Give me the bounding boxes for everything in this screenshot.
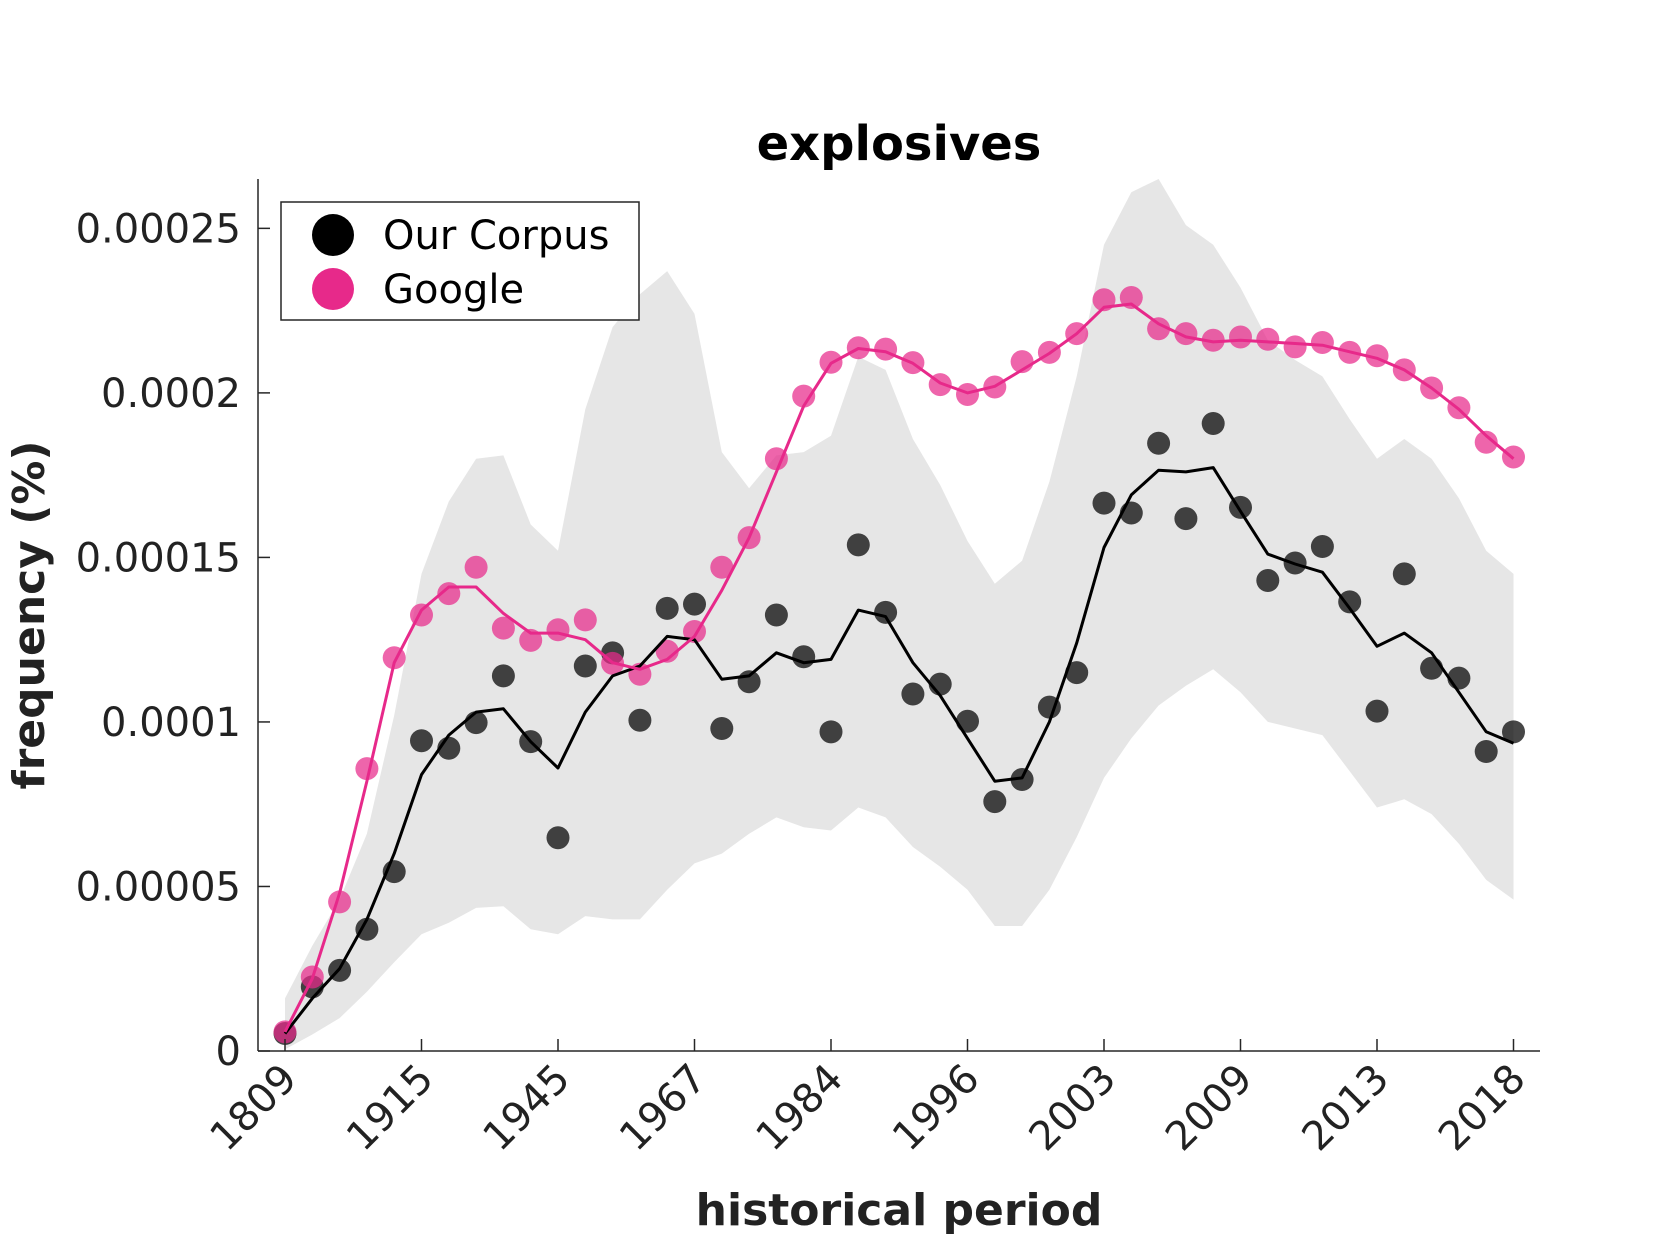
legend-marker-our-corpus [312, 214, 354, 256]
x-axis-label: historical period [696, 1185, 1103, 1236]
our-corpus-point [1420, 656, 1444, 680]
our-corpus-point [1392, 562, 1416, 586]
x-tick-label: 1996 [884, 1056, 989, 1161]
our-corpus-point [1338, 590, 1362, 614]
legend-label-google: Google [383, 267, 524, 313]
x-tick-label: 2009 [1157, 1056, 1262, 1161]
our-corpus-point [655, 596, 679, 620]
y-tick-label: 0.00015 [76, 535, 241, 581]
our-corpus-point [901, 682, 925, 706]
y-tick-label: 0.00025 [76, 206, 241, 252]
y-axis-label: frequency (%) [4, 440, 55, 789]
google-point [710, 555, 734, 579]
google-point [573, 608, 597, 632]
our-corpus-point [628, 708, 652, 732]
axes [257, 179, 1540, 1052]
our-corpus-point [1065, 661, 1089, 685]
x-tick-label: 1967 [611, 1056, 716, 1161]
google-point [764, 447, 788, 471]
x-tick-label: 2013 [1294, 1056, 1399, 1161]
google-point [1283, 335, 1307, 359]
our-corpus-point [792, 645, 816, 669]
our-corpus-point [874, 600, 898, 624]
x-tick-label: 1945 [475, 1056, 580, 1161]
google-point [464, 555, 488, 579]
our-corpus-point [410, 729, 433, 753]
our-corpus-point [1310, 535, 1334, 559]
google-point [546, 618, 570, 642]
our-corpus-point [1147, 431, 1171, 455]
our-corpus-point [956, 709, 979, 733]
x-tick-label: 2018 [1430, 1056, 1535, 1161]
chart-title: explosives [757, 116, 1042, 172]
google-line [283, 302, 1515, 1033]
legend-label-our-corpus: Our Corpus [383, 213, 609, 259]
y-tick-label: 0 [216, 1029, 241, 1075]
our-corpus-point [737, 670, 761, 694]
google-point [1201, 328, 1225, 352]
our-corpus-point [983, 790, 1007, 814]
legend-marker-google [312, 268, 354, 310]
uncertainty-band [285, 179, 1514, 1050]
google-point [491, 616, 515, 640]
our-corpus-point [1201, 411, 1225, 435]
our-corpus-point [1256, 568, 1280, 592]
our-corpus-point [1365, 699, 1389, 723]
legend: Our Corpus Google [280, 201, 640, 321]
our-corpus-point [573, 654, 597, 678]
plot-area [273, 179, 1525, 1050]
google-point [956, 383, 979, 407]
our-corpus-point [546, 826, 570, 850]
our-corpus-point [1092, 491, 1116, 515]
our-corpus-point [491, 664, 515, 688]
google-point [1256, 327, 1280, 351]
our-corpus-point [1174, 507, 1198, 531]
our-corpus-point [1502, 720, 1525, 744]
our-corpus-point [819, 720, 843, 744]
y-tick-label: 0.00005 [76, 864, 241, 910]
our-corpus-point [464, 711, 488, 735]
google-point [874, 337, 898, 361]
our-corpus-point [355, 917, 379, 941]
y-tick-label: 0.0002 [101, 371, 241, 417]
our-corpus-point [683, 592, 706, 616]
our-corpus-point [1474, 740, 1498, 764]
y-tick-label: 0.0001 [101, 700, 241, 746]
x-tick-label: 1984 [748, 1056, 853, 1161]
our-corpus-point [1010, 768, 1034, 792]
x-tick-label: 1915 [338, 1056, 443, 1161]
our-corpus-line [283, 466, 1515, 1035]
google-point [1310, 331, 1334, 355]
google-point [792, 384, 816, 408]
google-point [1147, 317, 1171, 341]
our-corpus-point [710, 717, 734, 741]
google-point [1229, 325, 1252, 349]
our-corpus-point [846, 533, 870, 557]
our-corpus-point [764, 603, 788, 627]
google-point [1474, 430, 1498, 454]
google-point [655, 639, 679, 663]
x-tick-label: 2003 [1021, 1056, 1126, 1161]
